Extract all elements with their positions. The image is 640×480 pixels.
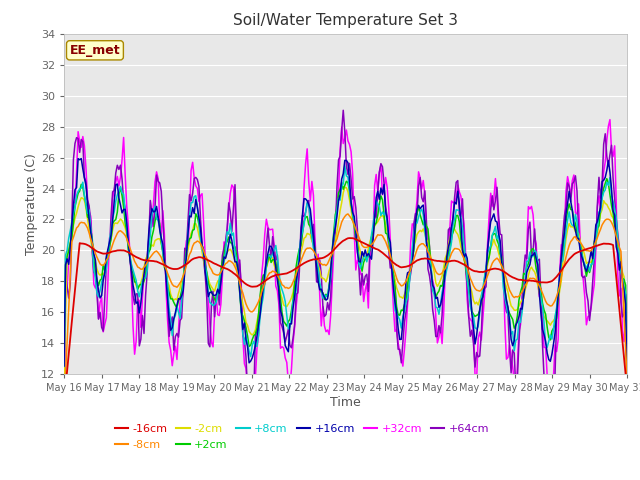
Y-axis label: Temperature (C): Temperature (C) bbox=[25, 153, 38, 255]
Legend: -16cm, -8cm, -2cm, +2cm, +8cm, +16cm, +32cm, +64cm: -16cm, -8cm, -2cm, +2cm, +8cm, +16cm, +3… bbox=[115, 424, 489, 450]
X-axis label: Time: Time bbox=[330, 396, 361, 409]
Text: EE_met: EE_met bbox=[70, 44, 120, 57]
Title: Soil/Water Temperature Set 3: Soil/Water Temperature Set 3 bbox=[233, 13, 458, 28]
